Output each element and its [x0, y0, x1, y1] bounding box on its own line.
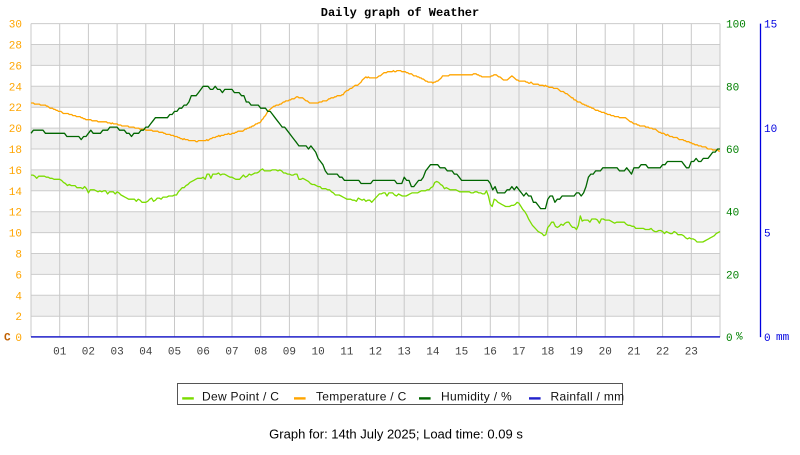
svg-text:0: 0: [15, 333, 22, 345]
svg-text:4: 4: [15, 291, 22, 303]
svg-text:5: 5: [764, 229, 771, 241]
svg-text:14: 14: [9, 187, 23, 199]
svg-text:18: 18: [541, 347, 554, 359]
svg-text:15: 15: [764, 20, 777, 32]
svg-text:10: 10: [9, 229, 22, 241]
svg-text:24: 24: [9, 82, 23, 94]
svg-text:22: 22: [9, 103, 22, 115]
svg-text:03: 03: [110, 347, 123, 359]
svg-text:20: 20: [599, 347, 612, 359]
svg-text:15: 15: [455, 347, 468, 359]
svg-text:16: 16: [484, 347, 497, 359]
svg-text:20: 20: [9, 124, 22, 136]
svg-text:14: 14: [426, 347, 440, 359]
svg-text:2: 2: [15, 312, 22, 324]
svg-text:10: 10: [311, 347, 324, 359]
svg-text:Humidity / %: Humidity / %: [441, 389, 512, 403]
svg-text:40: 40: [726, 208, 739, 220]
svg-text:6: 6: [15, 270, 22, 282]
svg-text:100: 100: [726, 20, 746, 32]
svg-text:8: 8: [15, 250, 22, 262]
svg-text:Rainfall / mm: Rainfall / mm: [551, 389, 625, 403]
svg-text:13: 13: [398, 347, 411, 359]
svg-text:0: 0: [764, 333, 771, 345]
svg-text:%: %: [736, 332, 743, 344]
svg-text:21: 21: [627, 347, 641, 359]
svg-text:05: 05: [168, 347, 181, 359]
svg-text:23: 23: [685, 347, 698, 359]
svg-text:0: 0: [726, 333, 733, 345]
svg-text:28: 28: [9, 41, 22, 53]
svg-text:22: 22: [656, 347, 669, 359]
svg-text:11: 11: [340, 347, 354, 359]
svg-text:17: 17: [512, 347, 525, 359]
svg-text:Graph for: 14th July 2025; Loa: Graph for: 14th July 2025; Load time: 0.…: [269, 427, 523, 442]
svg-text:16: 16: [9, 166, 22, 178]
svg-text:04: 04: [139, 347, 153, 359]
svg-text:30: 30: [9, 20, 22, 32]
svg-text:10: 10: [764, 124, 777, 136]
svg-text:07: 07: [225, 347, 238, 359]
svg-text:Daily graph of Weather: Daily graph of Weather: [321, 6, 479, 20]
svg-text:Temperature / C: Temperature / C: [316, 389, 407, 403]
svg-text:12: 12: [369, 347, 382, 359]
svg-text:06: 06: [197, 347, 210, 359]
svg-text:02: 02: [82, 347, 95, 359]
svg-text:80: 80: [726, 82, 739, 94]
svg-text:60: 60: [726, 145, 739, 157]
svg-text:26: 26: [9, 61, 22, 73]
svg-text:mm: mm: [776, 332, 790, 344]
svg-text:09: 09: [283, 347, 296, 359]
svg-text:20: 20: [726, 270, 739, 282]
svg-text:C: C: [4, 332, 11, 344]
svg-text:08: 08: [254, 347, 267, 359]
svg-text:Dew Point / C: Dew Point / C: [202, 389, 279, 403]
svg-text:19: 19: [570, 347, 583, 359]
svg-text:12: 12: [9, 208, 22, 220]
svg-text:18: 18: [9, 145, 22, 157]
svg-text:01: 01: [53, 347, 67, 359]
